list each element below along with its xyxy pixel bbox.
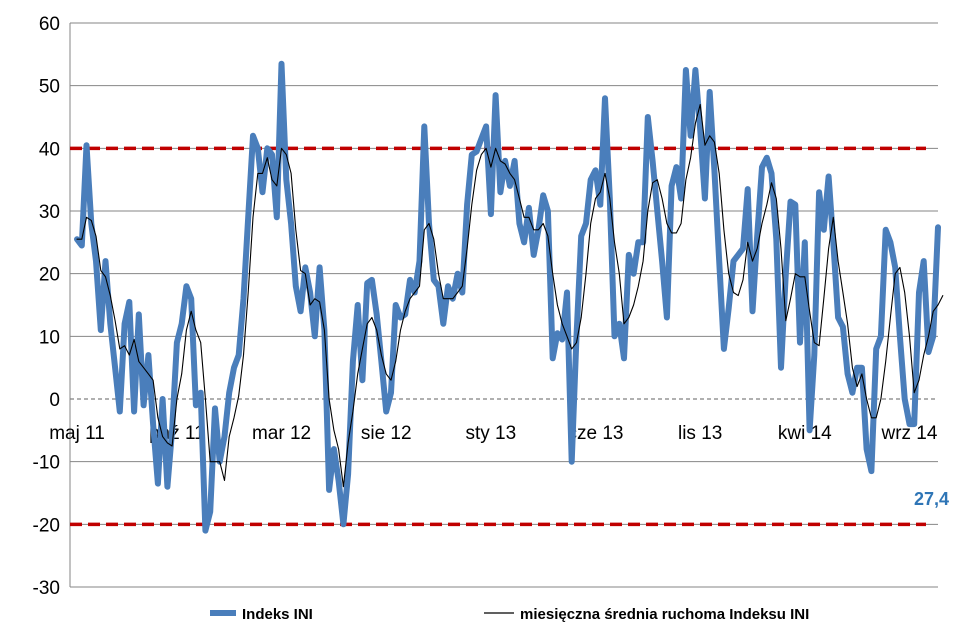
series-line-indeks <box>74 60 941 534</box>
x-axis: maj 11 paź 11 mar 12 sie 12 sty 13 cze 13 lis … <box>49 423 938 444</box>
x-tick-label: mar 12 <box>252 423 311 444</box>
legend-label-indeks: Indeks INI <box>242 606 313 623</box>
y-tick-label: 60 <box>39 14 60 35</box>
y-axis: 60 50 40 30 20 10 0 -10 -20 -30 <box>33 14 71 599</box>
y-tick-label: -20 <box>33 515 60 536</box>
y-tick-label: 10 <box>39 327 60 348</box>
series-line-srednia <box>76 103 944 488</box>
y-tick-label: 50 <box>39 77 60 98</box>
series-group <box>74 60 944 534</box>
y-tick-label: -30 <box>33 578 60 599</box>
y-tick-label: -10 <box>33 453 60 474</box>
y-tick-label: 20 <box>39 265 60 286</box>
y-tick-label: 30 <box>39 202 60 223</box>
reference-lines <box>70 146 938 527</box>
x-tick-label: lis 13 <box>678 423 722 444</box>
x-tick-label: cze 13 <box>568 423 624 444</box>
legend-label-srednia: miesięczna średnia ruchoma Indeksu INI <box>520 606 809 623</box>
y-tick-label: 0 <box>49 390 60 411</box>
x-tick-label: wrz 14 <box>880 423 937 444</box>
x-tick-label: sie 12 <box>361 423 412 444</box>
x-tick-label: maj 11 <box>49 423 105 444</box>
x-tick-label: kwi 14 <box>778 423 832 444</box>
x-tick-label: sty 13 <box>465 423 516 444</box>
last-value-label: 27,4 <box>914 489 949 509</box>
legend: Indeks INI miesięczna średnia ruchoma In… <box>210 606 809 623</box>
y-tick-label: 40 <box>39 139 60 160</box>
